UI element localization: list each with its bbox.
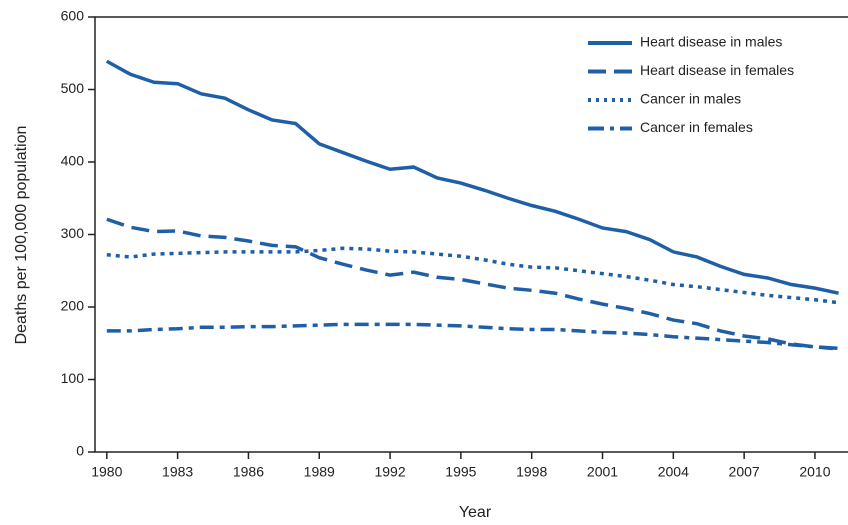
x-tick-label: 1992 <box>374 464 405 480</box>
x-tick-label: 2007 <box>729 464 760 480</box>
series-line <box>106 322 839 351</box>
legend-label: Heart disease in males <box>640 34 782 50</box>
plot-frame <box>94 16 848 453</box>
y-tick-label: 100 <box>61 370 85 386</box>
x-tick-label: 1980 <box>91 464 122 480</box>
x-tick-label: 1998 <box>516 464 547 480</box>
x-tick-label: 2001 <box>587 464 618 480</box>
x-tick-label: 1989 <box>304 464 335 480</box>
y-tick-label: 200 <box>61 298 85 314</box>
x-tick-label: 2010 <box>799 464 830 480</box>
x-tick-label: 1983 <box>162 464 193 480</box>
legend-label: Cancer in males <box>640 91 741 107</box>
x-tick-label: 1986 <box>233 464 264 480</box>
y-tick-label: 400 <box>61 153 85 169</box>
legend-label: Cancer in females <box>640 119 753 135</box>
y-tick-label: 600 <box>61 8 85 24</box>
x-tick-label: 2004 <box>658 464 689 480</box>
y-tick-label: 300 <box>61 225 85 241</box>
series-line <box>106 217 839 351</box>
y-tick-label: 0 <box>76 443 84 459</box>
y-tick-label: 500 <box>61 80 85 96</box>
y-axis-label: Deaths per 100,000 population <box>13 126 30 345</box>
legend-label: Heart disease in females <box>640 62 794 78</box>
x-tick-label: 1995 <box>445 464 476 480</box>
series-line <box>105 59 839 295</box>
x-axis-label: Year <box>459 504 492 521</box>
series-line <box>106 246 839 305</box>
